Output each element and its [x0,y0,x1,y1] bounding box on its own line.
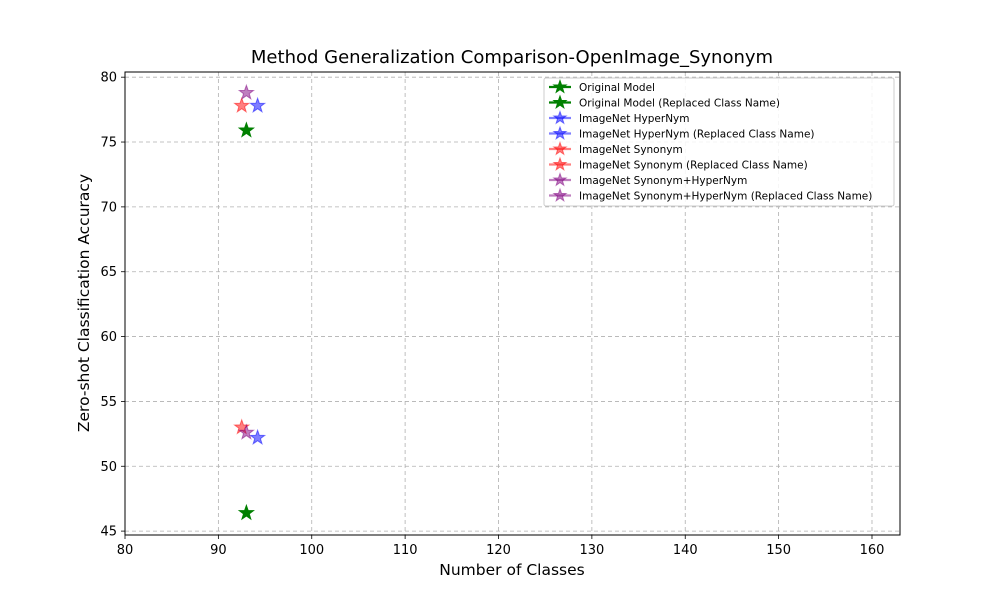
y-tick-label: 65 [100,265,117,280]
x-tick-label: 160 [860,543,885,558]
y-tick-label: 50 [100,460,117,475]
legend-label: Original Model (Replaced Class Name) [579,97,780,109]
x-tick-label: 120 [486,543,511,558]
legend-label: ImageNet HyperNym (Replaced Class Name) [579,128,815,140]
legend-star-icon [552,187,568,202]
x-tick-label: 80 [117,543,134,558]
legend-label: Original Model [579,82,655,94]
legend-star-icon [552,94,568,109]
legend-label: ImageNet HyperNym [579,113,690,125]
legend-label: ImageNet Synonym+HyperNym (Replaced Clas… [579,190,872,202]
y-tick-label: 55 [100,395,117,410]
data-point-star [237,503,255,521]
y-tick-label: 70 [100,200,117,215]
data-point-star [237,121,255,138]
y-axis-label: Zero-shot Classification Accuracy [75,174,93,432]
y-axis-ticks: 45 50 55 60 65 70 75 80 [100,71,125,540]
legend-star-icon [552,171,568,187]
data-point-star [237,423,255,440]
x-axis-label: Number of Classes [439,561,584,579]
x-tick-label: 100 [299,543,324,558]
data-point-star [237,83,255,101]
chart-title: Method Generalization Comparison-OpenIma… [251,47,773,68]
legend-label: ImageNet Synonym (Replaced Class Name) [579,159,808,171]
data-points [233,83,267,521]
y-tick-label: 60 [100,330,117,345]
y-tick-label: 80 [100,71,117,86]
x-axis-ticks: 80 90 100 110 120 130 140 150 160 [117,535,885,558]
legend-star-icon [552,78,568,94]
legend-star-icon [552,140,568,156]
legend-box [543,77,895,207]
x-tick-label: 90 [210,543,227,558]
y-tick-label: 75 [100,136,117,151]
legend-star-icon [552,109,568,125]
data-point-star [249,428,267,446]
data-point-star [233,96,251,114]
x-tick-label: 150 [766,543,791,558]
legend: Original Model Original Model (Replaced C… [543,77,895,207]
legend-star-icon [552,125,568,140]
x-tick-label: 140 [673,543,698,558]
y-tick-label: 45 [100,525,117,540]
legend-label: ImageNet Synonym+HyperNym [579,175,747,187]
plot-frame [124,71,901,536]
legend-star-icon [552,156,568,171]
x-tick-label: 130 [579,543,604,558]
data-point-star [249,96,267,114]
x-tick-label: 110 [393,543,418,558]
legend-label: ImageNet Synonym [579,144,683,156]
